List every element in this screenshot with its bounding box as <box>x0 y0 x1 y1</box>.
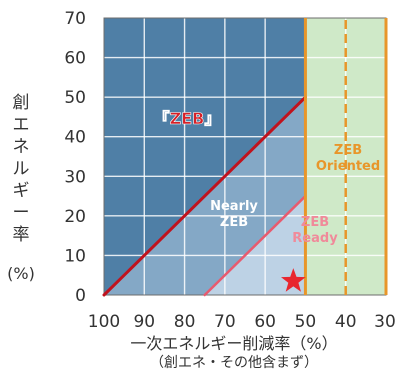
label-zeb-ready: ZEB <box>301 215 329 230</box>
x-axis-label: 一次エネルギー削減率（%） <box>130 334 338 353</box>
y-tick-label: 70 <box>64 9 86 29</box>
y-axis-label-char: ネ <box>12 137 30 157</box>
x-tick-label: 60 <box>254 312 276 332</box>
y-tick-label: 60 <box>64 49 86 69</box>
label-zeb-ready: Ready <box>292 231 338 246</box>
x-tick-label: 70 <box>214 312 236 332</box>
y-axis-label-group: 創エネルギー率 (%) <box>6 92 36 283</box>
label-nearly-zeb: ZEB <box>220 215 248 230</box>
label-zeb-oriented: Oriented <box>316 159 380 174</box>
x-tick-label: 40 <box>335 312 357 332</box>
chart-marker <box>281 268 306 292</box>
x-tick-label: 50 <box>295 312 317 332</box>
y-axis-label-char: エ <box>12 115 30 135</box>
x-axis-sublabel: （創エネ・その他含まず） <box>150 355 318 371</box>
y-axis-label-char: 創 <box>12 93 30 113</box>
x-tick-label: 80 <box>174 312 196 332</box>
y-tick-label: 20 <box>64 207 86 227</box>
series-line-zeb <box>102 95 307 297</box>
chart-ticks: 0 10 20 30 40 50 60 70 100 90 80 70 60 50 40 30 <box>64 9 395 332</box>
y-tick-label: 10 <box>64 246 86 266</box>
y-axis-label-char: ル <box>12 159 30 179</box>
label-zeb: 『ZEB』 <box>154 109 221 128</box>
y-axis-unit: (%) <box>7 264 35 283</box>
y-tick-label: 50 <box>64 88 86 108</box>
series-line-nearly-zeb <box>203 194 307 297</box>
y-axis-label: 創エネルギー率 <box>13 92 30 246</box>
y-axis-label-char: ー <box>12 203 30 223</box>
label-zeb-oriented: ZEB <box>334 143 362 158</box>
x-tick-label: 90 <box>133 312 155 332</box>
y-tick-label: 30 <box>64 167 86 187</box>
y-axis-label-char: 率 <box>12 225 30 245</box>
y-tick-label: 40 <box>64 128 86 148</box>
star-marker-icon <box>281 268 306 292</box>
y-axis-label-char: ギ <box>12 181 30 201</box>
x-tick-label: 30 <box>374 312 396 332</box>
x-tick-label: 100 <box>88 312 120 332</box>
chart-lines <box>102 18 388 297</box>
label-nearly-zeb: Nearly <box>210 199 258 214</box>
y-tick-label: 0 <box>75 286 86 306</box>
